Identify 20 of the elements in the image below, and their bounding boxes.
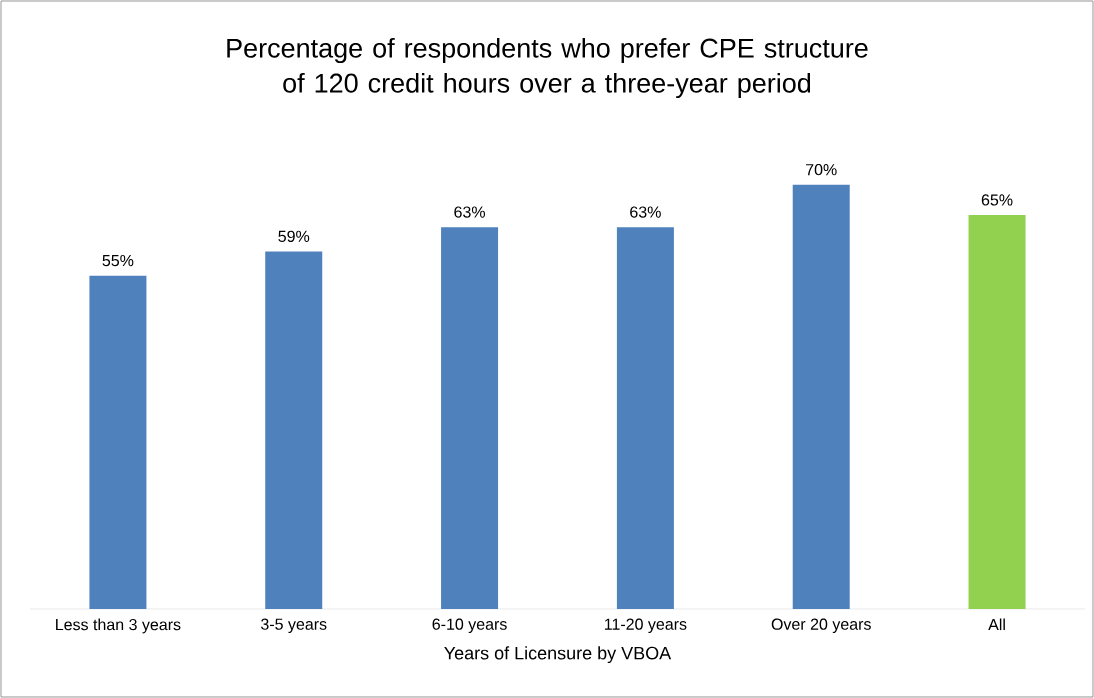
x-tick-label: Less than 3 years xyxy=(56,618,181,634)
bar xyxy=(968,215,1026,609)
x-tick-label: 6-10 years xyxy=(432,618,507,634)
x-axis-title: Years of Licensure by VBOA xyxy=(444,646,672,664)
chart-title: Percentage of respondents who prefer CPE structure of 120 credit hours over a three-year period xyxy=(227,37,868,99)
data-label: 65% xyxy=(981,194,1013,206)
data-label: 70% xyxy=(806,163,837,176)
bar xyxy=(89,275,147,609)
x-tick-label: Over 20 years xyxy=(771,618,871,634)
bar xyxy=(265,251,323,609)
bar xyxy=(616,227,674,609)
data-label: 59% xyxy=(278,230,310,242)
x-tick-label: 11-20 years xyxy=(604,618,687,634)
bar xyxy=(792,184,850,609)
data-label: 55% xyxy=(102,254,134,267)
bar xyxy=(441,227,499,609)
data-label: 63% xyxy=(454,206,486,218)
x-tick-label: All xyxy=(988,618,1005,631)
data-label: 63% xyxy=(630,206,661,218)
x-tick-label: 3-5 years xyxy=(261,618,327,634)
